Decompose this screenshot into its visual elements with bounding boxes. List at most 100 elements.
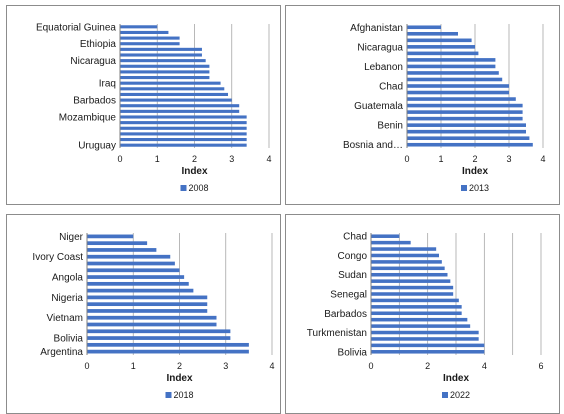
chart-panel-2022: Bolivia Turkmenistan Barbados Senegal Sudan C… xyxy=(285,214,560,414)
legend-swatch xyxy=(180,185,187,191)
x-tick-label: 0 xyxy=(117,154,122,164)
bar xyxy=(120,53,202,57)
bar xyxy=(371,266,445,271)
bar xyxy=(407,116,523,121)
bar xyxy=(87,309,208,313)
x-tick-label: 4 xyxy=(266,154,271,164)
category-label: Turkmenistan xyxy=(307,328,367,339)
bar xyxy=(87,234,134,239)
bar xyxy=(120,42,180,46)
bar xyxy=(87,281,189,286)
x-axis-title: Index xyxy=(181,166,208,177)
x-tick-label: 3 xyxy=(506,154,511,164)
bar xyxy=(371,285,454,290)
bar xyxy=(407,64,496,69)
bar xyxy=(407,129,526,134)
bar xyxy=(371,292,454,296)
bar xyxy=(87,268,180,273)
x-tick-label: 3 xyxy=(223,361,228,371)
category-label: Ethiopia xyxy=(80,39,117,50)
bar xyxy=(120,75,210,80)
bar xyxy=(371,330,479,335)
bar xyxy=(120,47,202,51)
legend-swatch xyxy=(461,185,467,191)
bar xyxy=(371,350,485,354)
x-axis-title: Index xyxy=(443,373,470,384)
bar xyxy=(120,36,180,40)
bar xyxy=(120,30,169,35)
bar xyxy=(87,241,148,246)
bar xyxy=(371,253,439,258)
x-axis-title: Index xyxy=(166,373,193,384)
x-tick-label: 4 xyxy=(482,361,487,371)
category-label: Nicaragua xyxy=(70,56,116,67)
bar xyxy=(120,115,247,119)
x-tick-label: 1 xyxy=(438,154,443,164)
x-tick-label: 1 xyxy=(155,154,160,164)
legend-label: 2008 xyxy=(189,183,209,193)
bar xyxy=(87,261,175,266)
category-label: Senegal xyxy=(330,290,367,301)
category-label: Afghanistan xyxy=(350,23,403,34)
category-label: Guatemala xyxy=(354,101,403,112)
chart-panel-2018: Argentina Bolivia Vietnam Nigeria Angola Ivor… xyxy=(6,214,281,414)
x-tick-label: 0 xyxy=(404,154,409,164)
category-label: Equatorial Guinea xyxy=(36,22,116,33)
x-tick-label: 0 xyxy=(368,361,373,371)
bar xyxy=(371,279,451,283)
category-label: Angola xyxy=(52,273,84,284)
x-tick-label: 1 xyxy=(131,361,136,371)
chart-svg-2022: Bolivia Turkmenistan Barbados Senegal Sudan C… xyxy=(307,232,544,400)
bar xyxy=(371,240,411,245)
bar xyxy=(120,132,247,136)
bar xyxy=(120,98,232,102)
bar xyxy=(407,51,479,56)
legend-label: 2018 xyxy=(174,390,194,400)
bar xyxy=(120,81,221,85)
bar xyxy=(371,298,459,303)
bar xyxy=(371,343,485,348)
chart-panel-2008: Uruguay Mozambique Barbados Iraq Nicaragua Et… xyxy=(6,5,281,205)
category-label: Bosnia and… xyxy=(343,140,403,151)
bar xyxy=(120,92,229,97)
bar xyxy=(371,311,462,316)
bar xyxy=(87,302,208,307)
category-label: Ivory Coast xyxy=(32,252,83,263)
bar xyxy=(120,143,247,147)
category-label: Niger xyxy=(59,232,84,243)
bar xyxy=(87,329,231,334)
bar xyxy=(407,71,499,75)
bar xyxy=(371,324,471,328)
bar xyxy=(371,305,462,309)
legend-swatch xyxy=(442,392,448,398)
category-label: Barbados xyxy=(324,309,367,320)
bar xyxy=(120,59,206,63)
bar xyxy=(87,315,217,320)
bar xyxy=(407,123,526,127)
bar xyxy=(407,38,472,43)
bar xyxy=(120,126,247,130)
bar xyxy=(87,288,194,293)
legend-label: 2013 xyxy=(469,183,489,193)
bar xyxy=(87,295,208,300)
x-tick-label: 2 xyxy=(425,361,430,371)
bar xyxy=(371,272,448,277)
bar xyxy=(407,84,509,88)
category-label: Vietnam xyxy=(46,313,83,324)
category-label: Congo xyxy=(338,251,368,262)
chart-panel-2013: Bosnia and… Benin Guatemala Chad Lebanon Nica… xyxy=(285,5,560,205)
bar xyxy=(371,247,437,251)
bar xyxy=(87,342,249,347)
category-label: Mozambique xyxy=(59,113,117,124)
bar xyxy=(87,275,185,279)
x-tick-label: 6 xyxy=(538,361,543,371)
category-label: Chad xyxy=(379,82,403,93)
category-label: Chad xyxy=(343,232,367,243)
bar xyxy=(120,25,158,29)
category-label: Iraq xyxy=(99,79,116,90)
chart-svg-2013: Bosnia and… Benin Guatemala Chad Lebanon Nica… xyxy=(343,23,546,193)
category-label: Bolivia xyxy=(338,347,368,358)
bar xyxy=(407,58,496,62)
category-label: Uruguay xyxy=(78,141,116,152)
bar xyxy=(120,64,210,68)
